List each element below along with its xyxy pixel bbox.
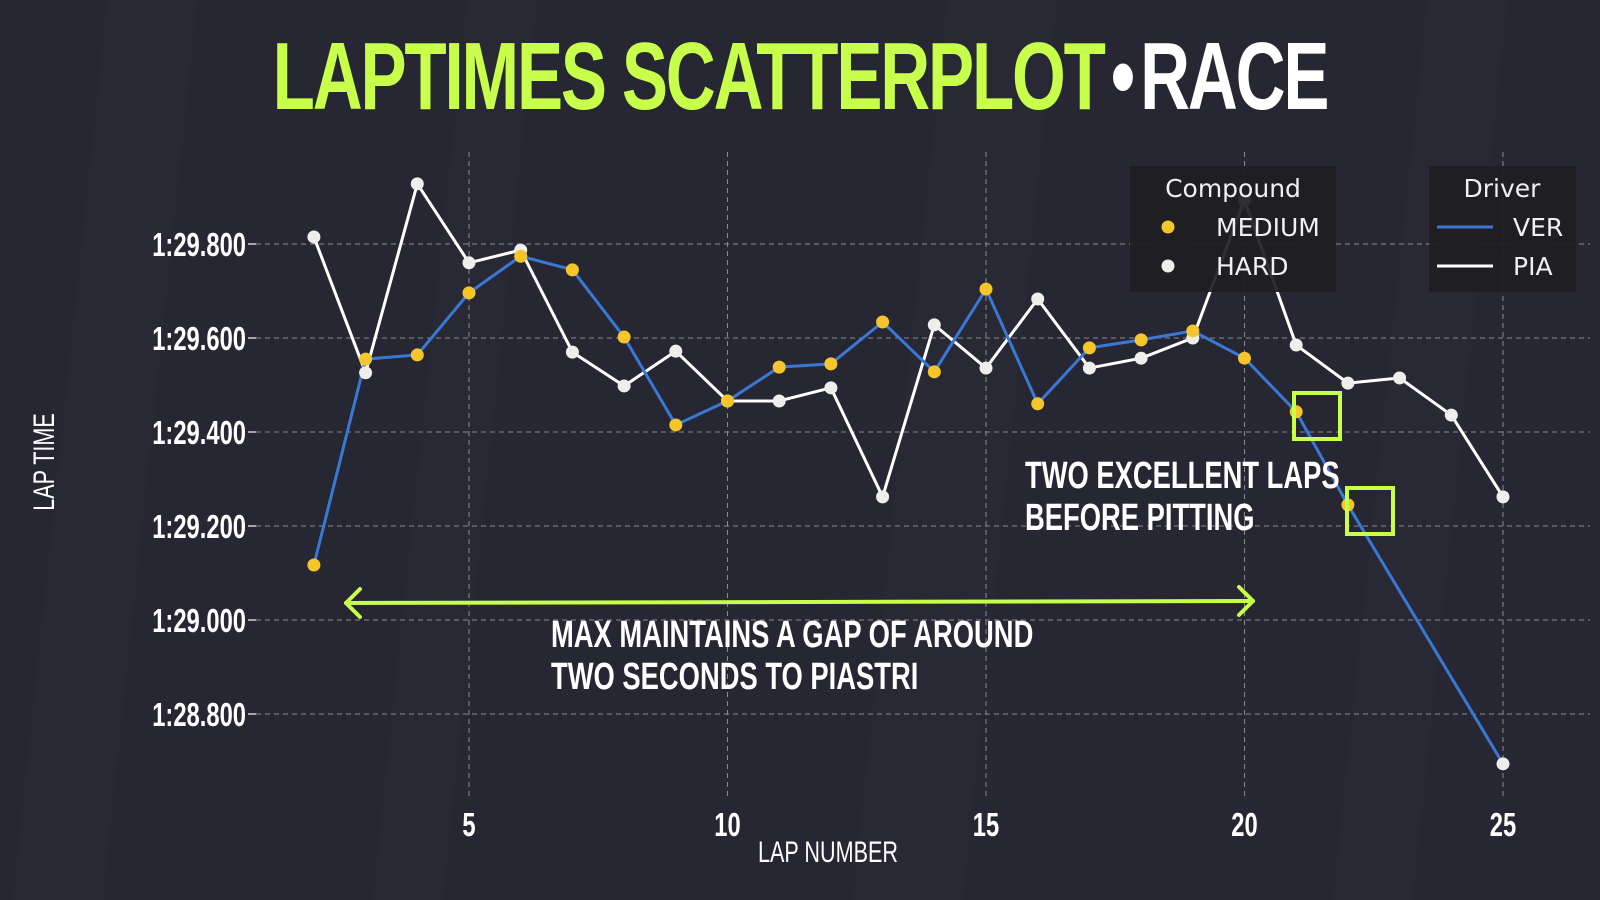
title-session: RACE <box>1140 23 1329 130</box>
pia-lap-11-marker <box>772 394 786 408</box>
pia-lap-4-marker <box>410 177 424 191</box>
ver-lap-4-marker <box>410 348 424 362</box>
legend-driver-box <box>1429 166 1576 292</box>
hard-marker-icon <box>1161 259 1175 273</box>
ver-lap-21-marker <box>1289 405 1303 419</box>
y-tick-label: 1:29.600 <box>152 321 246 358</box>
pia-lap-25-marker <box>1496 490 1510 504</box>
ver-lap-8-marker <box>617 330 631 344</box>
gap-annotation: MAX MAINTAINS A GAP OF AROUND TWO SECOND… <box>551 614 1033 698</box>
pia-lap-15-marker <box>979 361 993 375</box>
legend-driver: Driver VER PIA <box>1429 166 1576 292</box>
legend-hard-label: HARD <box>1216 252 1289 281</box>
x-tick-label: 5 <box>462 807 475 844</box>
ver-lap-13-marker <box>876 315 890 329</box>
pia-lap-14-marker <box>927 318 941 332</box>
pia-lap-16-marker <box>1031 292 1045 306</box>
legend-compound-title: Compound <box>1165 174 1301 203</box>
pia-lap-8-marker <box>617 379 631 393</box>
ver-lap-14-marker <box>927 365 941 379</box>
pia-lap-5-marker <box>462 256 476 270</box>
pia-lap-12-marker <box>824 381 838 395</box>
legend-compound: Compound MEDIUM HARD <box>1130 166 1336 292</box>
y-tick-label: 1:29.800 <box>152 227 246 264</box>
y-tick-label: 1:29.400 <box>152 415 246 452</box>
gap-annotation-line2: TWO SECONDS TO PIASTRI <box>551 656 918 698</box>
legend-ver-label: VER <box>1513 213 1563 242</box>
pia-lap-9-marker <box>669 344 683 358</box>
pia-lap-13-marker <box>876 490 890 504</box>
pia-lap-18-marker <box>1134 351 1148 365</box>
legend-driver-title: Driver <box>1464 174 1542 203</box>
x-tick-label: 20 <box>1231 807 1257 844</box>
y-axis-ticks: 1:29.800 1:29.600 1:29.400 1:29.200 1:29.000… <box>152 227 256 734</box>
y-tick-label: 1:29.200 <box>152 509 246 546</box>
ver-lap-6-marker <box>514 249 528 263</box>
series-markers <box>307 177 1510 771</box>
legend-pia-label: PIA <box>1513 252 1553 281</box>
pia-lap-23-marker <box>1393 371 1407 385</box>
x-tick-label: 25 <box>1490 807 1516 844</box>
ver-line <box>312 254 1505 765</box>
y-axis-label: LAP TIME <box>26 413 60 511</box>
pit-annotation-line1: TWO EXCELLENT LAPS <box>1025 455 1340 497</box>
x-tick-label: 10 <box>714 807 740 844</box>
x-axis-ticks: 5 10 15 20 25 <box>462 807 1516 844</box>
pia-lap-17-marker <box>1082 361 1096 375</box>
ver-lap-9-marker <box>669 418 683 432</box>
ver-lap-18-marker <box>1134 333 1148 347</box>
x-tick-label: 15 <box>973 807 999 844</box>
pit-annotation: TWO EXCELLENT LAPS BEFORE PITTING <box>1025 455 1340 539</box>
highlight-box-lap-22 <box>1345 486 1395 536</box>
y-tick-label: 1:28.800 <box>152 697 246 734</box>
ver-lap-12-marker <box>824 357 838 371</box>
ver-lap-16-marker <box>1031 397 1045 411</box>
ver-lap-11-marker <box>772 360 786 374</box>
ver-lap-5-marker <box>462 286 476 300</box>
pit-annotation-line2: BEFORE PITTING <box>1025 497 1255 539</box>
ver-lap-20-marker <box>1238 351 1251 365</box>
ver-lap-2-marker <box>307 558 321 572</box>
pia-lap-24-marker <box>1444 408 1458 422</box>
ver-lap-10-marker <box>721 394 734 408</box>
grid-lines <box>256 152 1590 800</box>
pia-lap-3-marker <box>359 366 373 380</box>
ver-lap-15-marker <box>979 282 993 296</box>
ver-lap-19-marker <box>1186 324 1200 338</box>
series-lines <box>312 182 1505 765</box>
title-separator: • <box>1110 23 1135 130</box>
pia-lap-22-marker <box>1341 376 1355 390</box>
title-main: LAPTIMES SCATTERPLOT <box>272 23 1106 130</box>
gap-double-arrow <box>344 585 1255 619</box>
ver-lap-7-marker <box>565 263 579 277</box>
medium-marker-icon <box>1161 220 1175 234</box>
ver-lap-17-marker <box>1082 341 1096 355</box>
ver-lap-25-marker <box>1496 757 1510 771</box>
legend-medium-label: MEDIUM <box>1216 213 1320 242</box>
ver-lap-3-marker <box>359 352 373 366</box>
gap-annotation-line1: MAX MAINTAINS A GAP OF AROUND <box>551 614 1033 656</box>
y-tick-label: 1:29.000 <box>152 603 246 640</box>
page-title: LAPTIMES SCATTERPLOT•RACE <box>224 22 1376 132</box>
pia-lap-7-marker <box>565 345 579 359</box>
pia-line <box>312 182 1505 499</box>
highlight-box-lap-21 <box>1292 391 1342 441</box>
pia-lap-21-marker <box>1289 338 1303 352</box>
pia-lap-2-marker <box>307 230 321 244</box>
x-axis-label: LAP NUMBER <box>758 834 898 868</box>
